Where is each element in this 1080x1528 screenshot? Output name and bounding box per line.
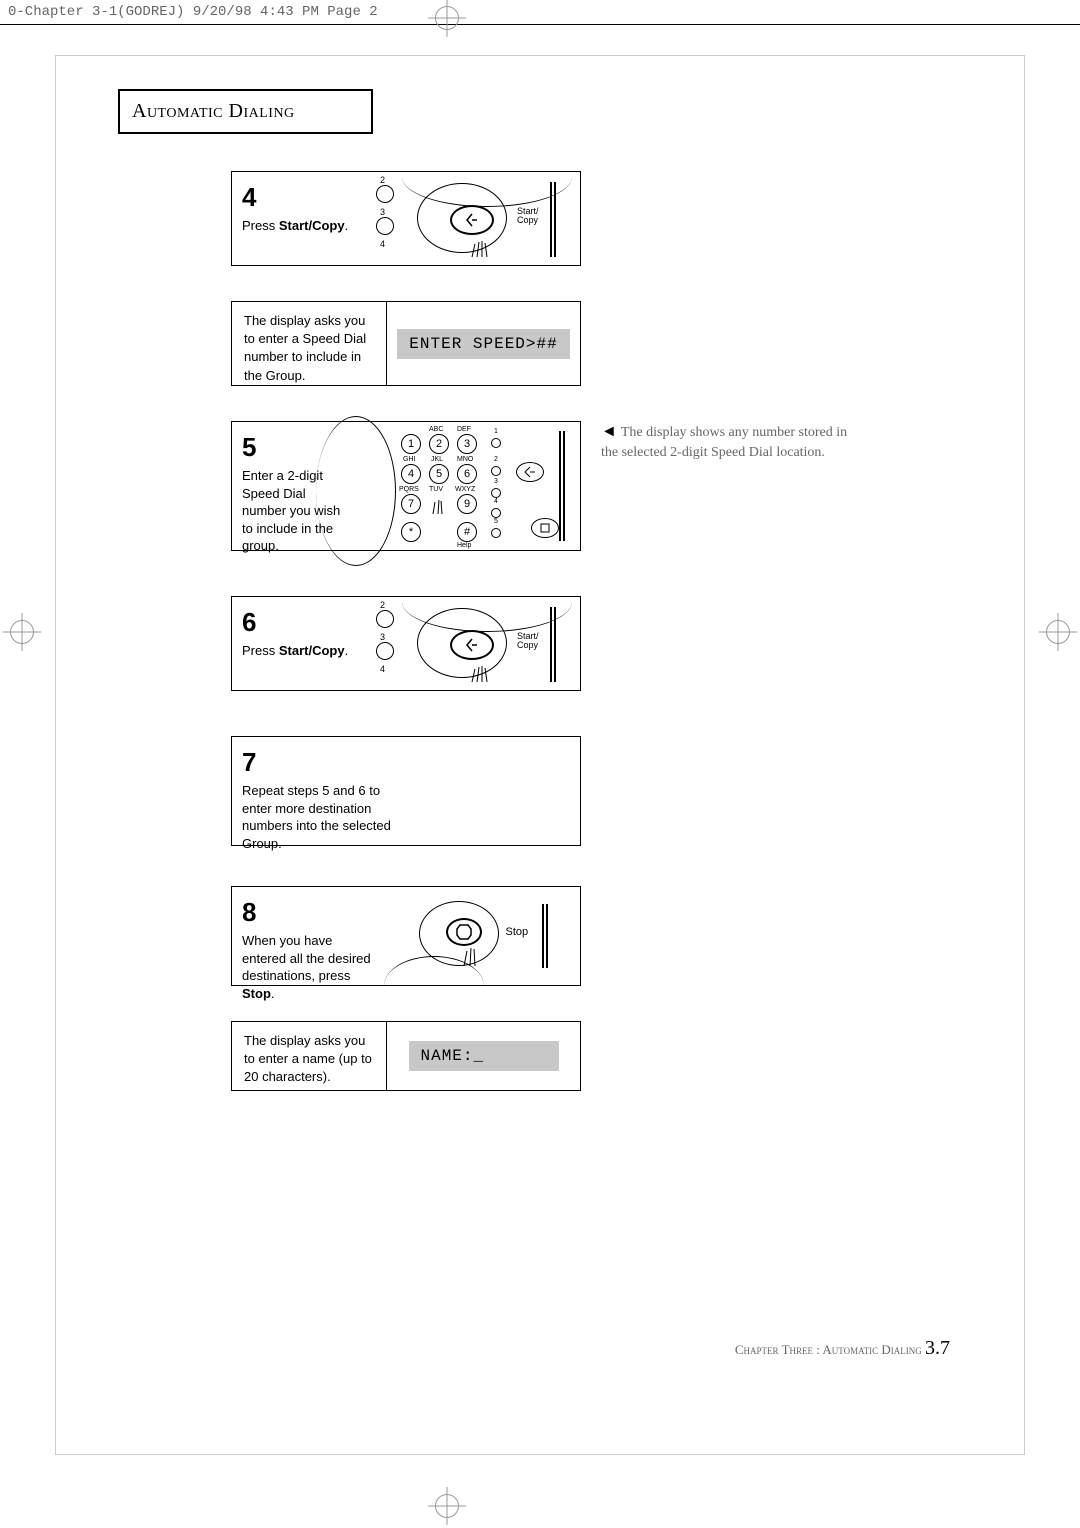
key-label-tuv: TUV	[429, 486, 443, 493]
side-3: 3	[494, 478, 498, 485]
registration-mark-right	[1046, 620, 1070, 644]
page-footer: Chapter Three : Automatic Dialing 3.7	[735, 1337, 950, 1360]
step-8: 8 When you have entered all the desired …	[231, 886, 581, 986]
illustration-keypad: 1 ABC 2 DEF 3 GHI 4 JKL 5 MNO 6 PQRS 7 T…	[361, 426, 576, 546]
start-copy-label: Start/ Copy	[517, 207, 539, 225]
section-title-box: Automatic Dialing	[118, 89, 373, 134]
side-oval-2	[531, 518, 559, 538]
key-label-jkl: JKL	[431, 456, 443, 463]
info-text-2: The display asks you to enter a name (up…	[232, 1022, 387, 1090]
illustration-startcopy-4: 2 3 4 Start/ Copy	[372, 177, 572, 262]
key-7: 7	[401, 494, 421, 514]
marker-2b: 2	[380, 600, 385, 610]
key-5: 5	[429, 464, 449, 484]
key-label-help: Help	[457, 542, 471, 549]
marker-3: 3	[380, 207, 385, 217]
key-hash: #	[457, 522, 477, 542]
lcd-display-name: NAME:_	[409, 1041, 559, 1071]
step-6-text: Press Start/Copy.	[242, 643, 348, 658]
info-text-1: The display asks you to enter a Speed Di…	[232, 302, 387, 385]
marker-4: 4	[380, 239, 385, 249]
step-4-text: Press Start/Copy.	[242, 218, 348, 233]
key-label-wxyz: WXYZ	[455, 486, 475, 493]
step-8-text: When you have entered all the desired de…	[242, 933, 371, 1001]
info-box-enter-speed: The display asks you to enter a Speed Di…	[231, 301, 581, 386]
footer-page-number: 3.7	[925, 1337, 950, 1359]
marker-4b: 4	[380, 664, 385, 674]
illustration-stop: Stop	[394, 896, 574, 976]
footer-chapter-label: Chapter Three : Automatic Dialing	[735, 1342, 922, 1357]
key-4: 4	[401, 464, 421, 484]
info-box-name: The display asks you to enter a name (up…	[231, 1021, 581, 1091]
step-8-number: 8	[242, 895, 377, 930]
step-4-number: 4	[242, 180, 357, 215]
step-6: 6 Press Start/Copy. 2 3 4 Start/ Copy	[231, 596, 581, 691]
key-label-ghi: GHI	[403, 456, 415, 463]
hand-pointer-icon-6	[467, 664, 497, 684]
marker-2: 2	[380, 175, 385, 185]
side-4: 4	[494, 498, 498, 505]
key-1: 1	[401, 434, 421, 454]
marker-3b: 3	[380, 632, 385, 642]
side-2: 2	[494, 456, 498, 463]
sidenote-step5: ◄The display shows any number stored in …	[601, 421, 866, 463]
start-copy-button-icon-6	[450, 630, 494, 660]
page-frame: Automatic Dialing 4 Press Start/Copy. 2 …	[55, 55, 1025, 1455]
start-copy-label-6: Start/ Copy	[517, 632, 539, 650]
stop-label: Stop	[506, 926, 529, 938]
print-header: 0-Chapter 3-1(GODREJ) 9/20/98 4:43 PM Pa…	[0, 0, 1080, 25]
hand-on-8-icon	[429, 498, 449, 516]
key-6: 6	[457, 464, 477, 484]
lcd-display-enter-speed: ENTER SPEED>##	[397, 329, 569, 359]
step-5: 5 Enter a 2-digit Speed Dial number you …	[231, 421, 581, 551]
sidenote-arrow-icon: ◄	[601, 421, 617, 443]
registration-mark-bottom	[435, 1494, 459, 1518]
registration-mark-top	[435, 6, 459, 30]
side-1: 1	[494, 428, 498, 435]
stop-button-icon	[446, 918, 482, 946]
step-7-number: 7	[242, 745, 570, 780]
key-2: 2	[429, 434, 449, 454]
key-label-def: DEF	[457, 426, 471, 433]
side-oval-1	[516, 462, 544, 482]
key-label-mno: MNO	[457, 456, 473, 463]
key-label-abc: ABC	[429, 426, 443, 433]
section-title: Automatic Dialing	[132, 100, 295, 123]
illustration-startcopy-6: 2 3 4 Start/ Copy	[372, 602, 572, 687]
start-copy-button-icon	[450, 205, 494, 235]
key-3: 3	[457, 434, 477, 454]
key-star: *	[401, 522, 421, 542]
side-5: 5	[494, 518, 498, 525]
hand-pointer-icon	[467, 239, 497, 259]
step-6-number: 6	[242, 605, 357, 640]
key-9: 9	[457, 494, 477, 514]
registration-mark-left	[10, 620, 34, 644]
key-label-pqrs: PQRS	[399, 486, 419, 493]
step-7: 7 Repeat steps 5 and 6 to enter more des…	[231, 736, 581, 846]
step-4: 4 Press Start/Copy. 2 3 4 Start/ Copy	[231, 171, 581, 266]
step-7-text: Repeat steps 5 and 6 to enter more desti…	[242, 782, 402, 852]
